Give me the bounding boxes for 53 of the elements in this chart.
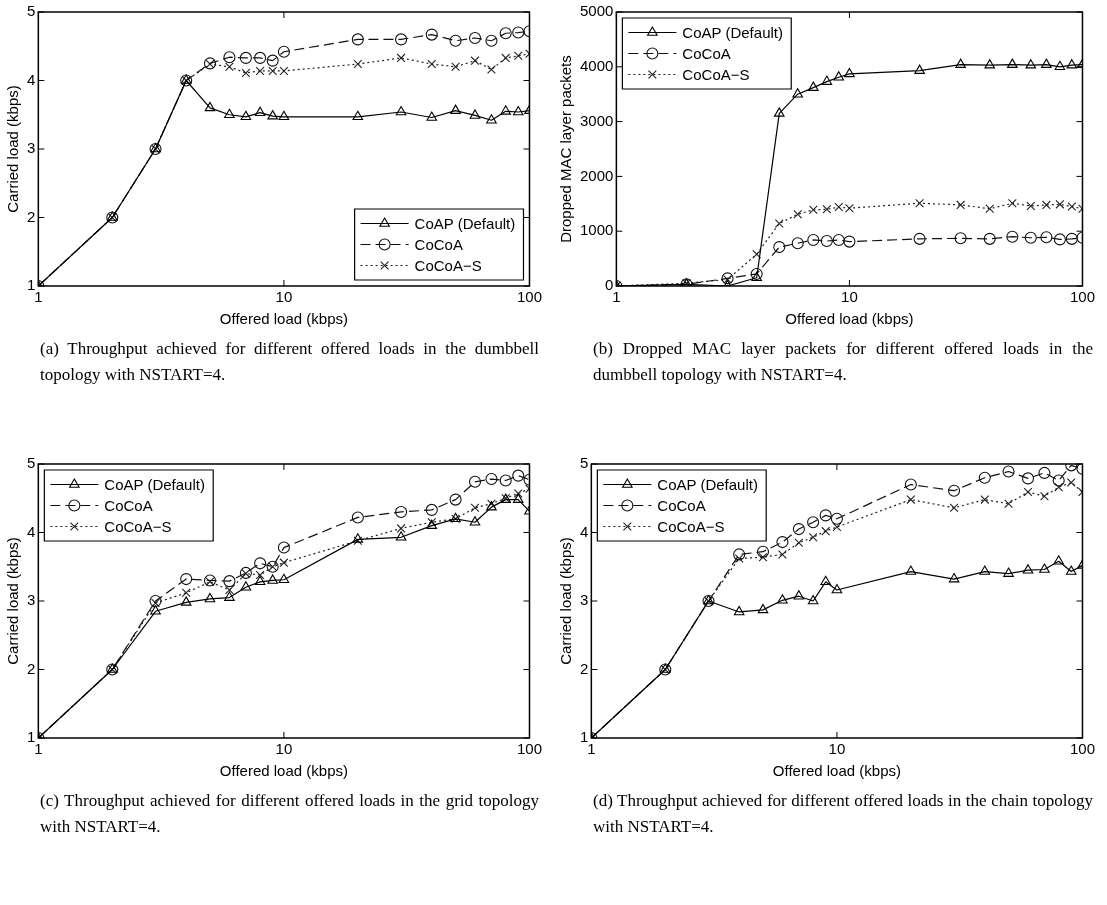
y-tick-label: 5 <box>27 454 36 472</box>
x-axis-title: Offered load (kbps) <box>219 762 348 780</box>
x-tick-label: 100 <box>516 288 542 306</box>
y-tick-label: 3000 <box>579 111 614 129</box>
y-tick-label: 1 <box>580 728 589 746</box>
y-tick-label: 2 <box>580 659 589 677</box>
legend-label: CoCoA−S <box>657 517 725 535</box>
legend-label: CoCoA−S <box>104 517 172 535</box>
x-axis-title: Offered load (kbps) <box>785 310 914 328</box>
legend-label: CoAP (Default) <box>657 475 758 493</box>
legend-label: CoCoA <box>682 44 731 62</box>
legend-label: CoCoA−S <box>682 65 750 83</box>
text: (c) Throughput achieved for different offered loads in the grid topology with NSTART=4. <box>40 790 539 838</box>
y-tick-label: 3 <box>580 591 589 609</box>
y-tick-label: 5 <box>27 2 36 20</box>
x-axis-title: Offered load (kbps) <box>219 310 348 328</box>
x-tick-label: 10 <box>828 740 846 758</box>
legend-label: CoAP (Default) <box>682 23 783 41</box>
text: (a) Throughput achieved for different offered loads in the dumbbell topology with NSTART=4. <box>40 338 539 386</box>
legend-label: CoCoA <box>104 496 153 514</box>
y-axis-title: Carried load (kbps) <box>4 85 22 213</box>
y-tick-label: 1000 <box>579 221 614 239</box>
x-tick-label: 10 <box>275 288 293 306</box>
legend-label: CoAP (Default) <box>104 475 205 493</box>
y-tick-label: 2 <box>27 207 36 225</box>
y-tick-label: 3 <box>27 591 36 609</box>
x-axis-title: Offered load (kbps) <box>772 762 901 780</box>
y-tick-label: 4000 <box>579 56 614 74</box>
y-tick-label: 4 <box>580 522 589 540</box>
legend-label: CoCoA <box>657 496 706 514</box>
x-tick-label: 10 <box>275 740 293 758</box>
x-tick-label: 100 <box>1069 288 1095 306</box>
y-tick-label: 4 <box>27 522 36 540</box>
y-tick-label: 1 <box>27 276 36 294</box>
y-tick-label: 1 <box>27 728 36 746</box>
legend-label: CoCoA <box>414 235 463 253</box>
y-axis-title: Carried load (kbps) <box>557 537 575 665</box>
y-tick-label: 4 <box>27 70 36 88</box>
text: (b) Dropped MAC layer packets for different offered loads in the dumbbell topology with NSTART=4. <box>593 338 1093 386</box>
x-tick-label: 10 <box>841 288 858 306</box>
y-tick-label: 0 <box>605 276 614 294</box>
y-tick-label: 5 <box>580 454 589 472</box>
y-axis-title: Dropped MAC layer packets <box>557 55 575 243</box>
x-tick-label: 100 <box>1069 740 1095 758</box>
legend-label: CoCoA−S <box>414 256 482 274</box>
y-tick-label: 2 <box>27 659 36 677</box>
x-tick-label: 100 <box>516 740 542 758</box>
y-tick-label: 5000 <box>579 2 614 20</box>
y-axis-title: Carried load (kbps) <box>4 537 22 665</box>
y-tick-label: 2000 <box>579 166 614 184</box>
text: (d) Throughput achieved for different offered loads in the chain topology with NSTART=4. <box>593 790 1093 838</box>
legend-label: CoAP (Default) <box>414 214 516 232</box>
y-tick-label: 3 <box>27 139 36 157</box>
